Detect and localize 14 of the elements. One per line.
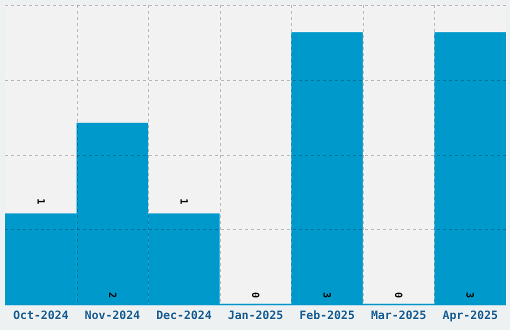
data-label: 3 — [320, 292, 332, 298]
data-label: 2 — [106, 292, 117, 298]
x-tick-label: Feb-2025 — [299, 308, 355, 322]
x-tick-label: Nov-2024 — [84, 308, 140, 322]
x-tick-label: Mar-2025 — [370, 308, 426, 322]
x-tick-label: Dec-2024 — [156, 308, 212, 322]
data-label: 3 — [464, 292, 475, 298]
x-tick-label: Apr-2025 — [442, 308, 498, 322]
data-label: 1 — [177, 198, 188, 204]
x-tick-label: Oct-2024 — [13, 308, 69, 322]
data-label: 0 — [249, 292, 260, 298]
data-label: 0 — [392, 292, 404, 298]
data-label: 1 — [34, 198, 46, 204]
x-tick-label: Jan-2025 — [228, 308, 284, 322]
